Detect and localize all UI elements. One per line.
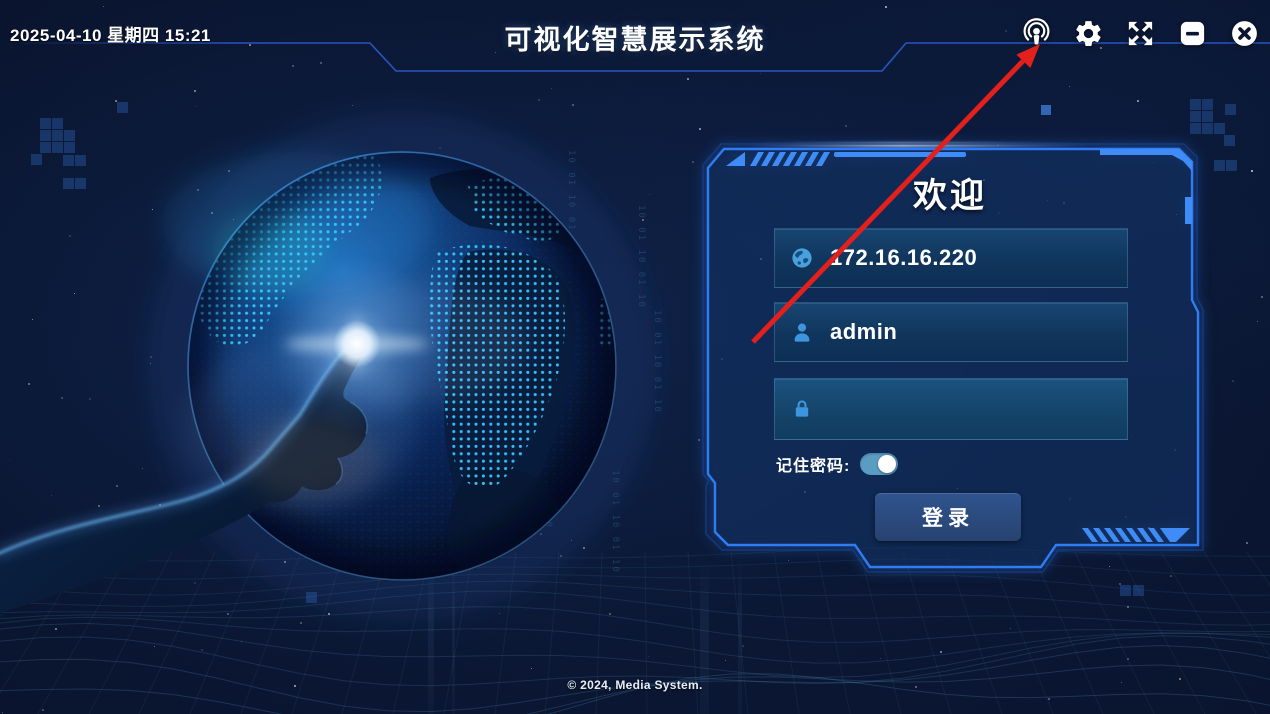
broadcast-icon[interactable] xyxy=(1021,18,1052,49)
close-icon[interactable] xyxy=(1229,18,1260,49)
lock-icon xyxy=(790,397,814,421)
remember-password-row: 记住密码: xyxy=(776,452,899,476)
datetime-display: 2025-04-10 星期四 15:21 xyxy=(10,26,211,45)
toggle-knob xyxy=(878,455,897,473)
login-panel: 欢迎 xyxy=(698,140,1210,587)
ip-input[interactable] xyxy=(828,244,1127,272)
digital-globe xyxy=(163,151,617,581)
copyright-text: © 2024, Media System. xyxy=(567,678,703,692)
minimize-icon[interactable] xyxy=(1177,18,1208,49)
touch-flare xyxy=(269,256,527,432)
settings-icon[interactable] xyxy=(1073,18,1104,49)
login-form: 欢迎 xyxy=(698,140,1210,587)
remember-password-toggle[interactable] xyxy=(860,453,899,475)
app-title: 可视化智慧展示系统 xyxy=(504,25,766,55)
fullscreen-icon[interactable] xyxy=(1125,18,1156,49)
globe-halo xyxy=(147,111,657,621)
globe-icon xyxy=(790,246,814,270)
username-input[interactable] xyxy=(828,318,1127,346)
window-controls xyxy=(1021,18,1260,49)
user-icon xyxy=(790,320,814,344)
password-field[interactable] xyxy=(774,378,1128,440)
username-field[interactable] xyxy=(774,302,1128,362)
hand-touching-globe xyxy=(0,336,415,614)
ip-field[interactable] xyxy=(774,228,1128,288)
login-button[interactable]: 登录 xyxy=(875,493,1021,541)
welcome-heading: 欢迎 xyxy=(913,177,987,215)
remember-password-label: 记住密码: xyxy=(776,458,851,475)
password-input[interactable] xyxy=(828,395,1127,423)
